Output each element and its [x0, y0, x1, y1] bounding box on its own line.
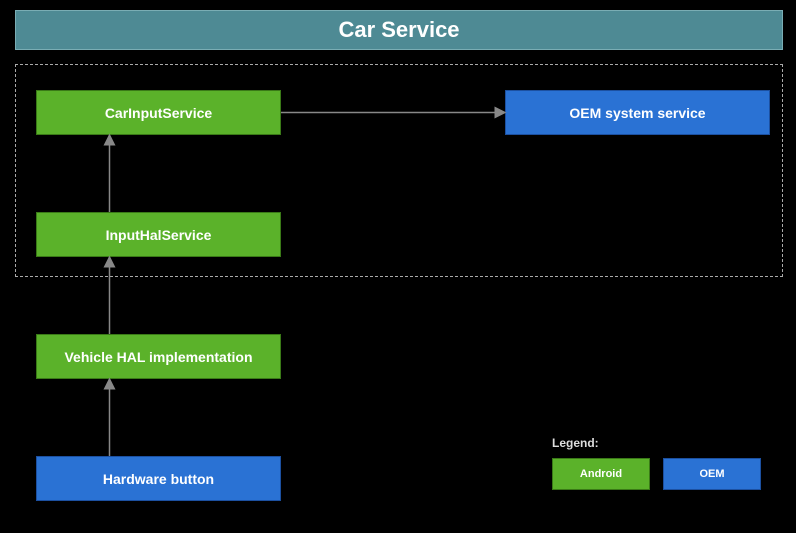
node-label: InputHalService: [106, 227, 212, 243]
legend-item-android: Android: [552, 458, 650, 490]
node-input-hal-service: InputHalService: [36, 212, 281, 257]
node-car-input-service: CarInputService: [36, 90, 281, 135]
legend-label: OEM: [699, 468, 724, 480]
node-vehicle-hal: Vehicle HAL implementation: [36, 334, 281, 379]
node-label: Hardware button: [103, 471, 214, 487]
legend-item-oem: OEM: [663, 458, 761, 490]
node-label: OEM system service: [569, 105, 705, 121]
diagram-title-text: Car Service: [338, 17, 459, 43]
diagram-title: Car Service: [15, 10, 783, 50]
node-label: Vehicle HAL implementation: [64, 349, 252, 365]
legend-title-text: Legend:: [552, 436, 599, 450]
node-label: CarInputService: [105, 105, 212, 121]
legend-title: Legend:: [552, 436, 599, 450]
node-oem-system-service: OEM system service: [505, 90, 770, 135]
legend-label: Android: [580, 468, 622, 480]
node-hardware-button: Hardware button: [36, 456, 281, 501]
